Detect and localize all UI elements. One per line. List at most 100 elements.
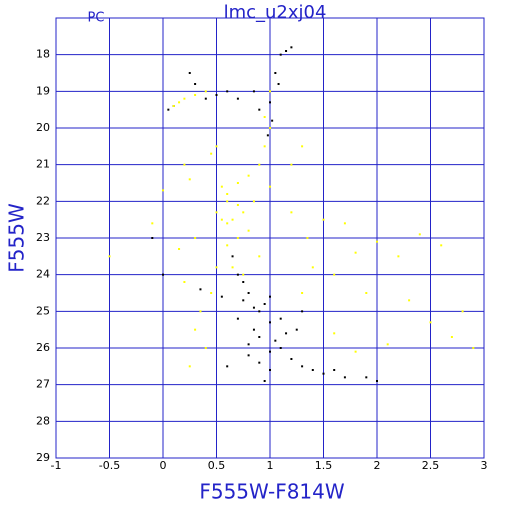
point: [204, 347, 207, 349]
point: [295, 328, 298, 331]
point: [354, 350, 357, 353]
point: [397, 255, 400, 258]
point: [183, 163, 186, 166]
point: [301, 310, 304, 313]
y-axis-label: F555W: [5, 203, 29, 273]
points: [108, 46, 475, 382]
point: [226, 365, 229, 368]
point: [285, 50, 288, 52]
x-tick-label: 1.5: [315, 459, 333, 472]
x-tick-label: 2.5: [422, 459, 440, 472]
point: [269, 321, 271, 324]
point: [236, 237, 239, 239]
point: [108, 255, 111, 258]
point: [188, 178, 191, 181]
point: [274, 72, 277, 74]
point: [199, 288, 202, 291]
point: [236, 317, 239, 320]
point: [311, 266, 314, 269]
point: [301, 365, 304, 368]
y-tick-label: 20: [36, 121, 50, 134]
point: [162, 273, 164, 276]
point: [311, 369, 314, 371]
point: [450, 336, 453, 338]
point: [269, 350, 271, 353]
point: [178, 101, 181, 104]
y-tick-label: 24: [36, 268, 50, 281]
point: [199, 310, 202, 313]
x-tick-label: -0.5: [99, 459, 120, 472]
y-tick-label: 23: [36, 231, 50, 244]
point: [258, 336, 261, 338]
point: [376, 380, 378, 382]
point: [343, 376, 346, 379]
point: [301, 145, 304, 148]
x-tick-label: 0.5: [208, 459, 226, 472]
point: [226, 244, 229, 247]
point: [204, 97, 207, 100]
point: [306, 237, 309, 239]
x-axis-label: F555W-F814W: [199, 480, 345, 504]
point: [194, 94, 197, 96]
point: [322, 372, 325, 375]
point: [290, 358, 293, 360]
y-tick-label: 28: [36, 414, 50, 427]
point: [151, 237, 154, 239]
y-tick-label: 19: [36, 84, 50, 97]
point: [386, 343, 389, 346]
point: [271, 119, 274, 122]
point: [231, 255, 234, 258]
point: [215, 145, 218, 148]
point: [269, 90, 271, 93]
point: [277, 83, 280, 85]
point: [194, 237, 197, 239]
point: [247, 343, 250, 346]
point: [290, 46, 293, 49]
point: [242, 273, 245, 276]
point: [194, 83, 197, 85]
point: [188, 365, 191, 368]
point: [365, 292, 368, 294]
point: [247, 292, 250, 294]
point: [418, 233, 421, 236]
point: [220, 218, 223, 221]
point: [290, 163, 293, 166]
point: [167, 108, 170, 111]
point: [354, 251, 357, 254]
point: [215, 94, 218, 96]
point: [274, 339, 277, 342]
point: [220, 185, 223, 188]
point: [183, 281, 186, 283]
point: [279, 53, 282, 56]
point: [204, 90, 207, 93]
y-tick-label: 25: [36, 304, 50, 317]
y-tick-label: 18: [36, 48, 50, 61]
point: [172, 105, 175, 107]
point: [220, 295, 223, 298]
point: [215, 211, 218, 214]
point: [472, 347, 475, 349]
y-tick-label: 22: [36, 194, 50, 207]
point: [210, 292, 213, 294]
point: [279, 347, 282, 349]
point: [258, 108, 261, 111]
x-tick-label: 2: [374, 459, 381, 472]
point: [236, 204, 239, 206]
point: [461, 310, 464, 313]
point: [258, 361, 261, 364]
point: [408, 299, 411, 302]
point: [247, 354, 250, 357]
point: [269, 295, 271, 298]
point: [301, 292, 304, 294]
y-tick-label: 21: [36, 158, 50, 171]
point: [333, 273, 336, 276]
point: [429, 321, 432, 324]
point: [236, 182, 239, 184]
point: [162, 189, 164, 192]
chart-title: lmc_u2xj04: [224, 2, 327, 23]
point: [252, 328, 255, 331]
point: [188, 72, 191, 74]
point: [269, 185, 271, 188]
